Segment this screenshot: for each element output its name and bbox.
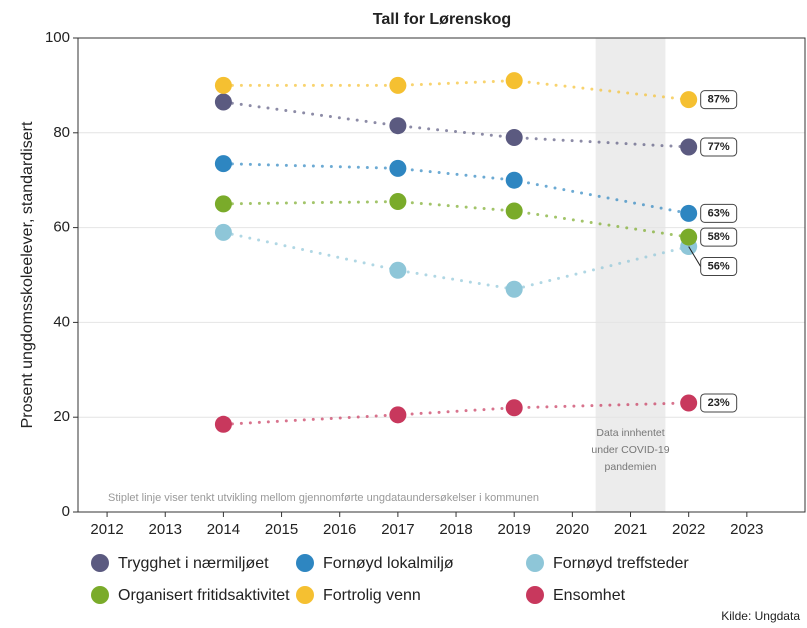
series-line [221,162,691,215]
data-point [389,261,407,279]
label-box [700,203,738,223]
label-box [700,137,738,157]
y-tick-label: 60 [53,219,70,236]
series-line [221,200,691,239]
data-point [389,117,407,135]
data-point [505,129,523,147]
value-label: 77% [708,141,730,153]
label-box [700,393,738,413]
x-tick-label: 2015 [265,521,298,538]
data-point [214,93,232,111]
y-axis-label: Prosent ungdomsskoleelever, standardiser… [19,121,36,428]
data-point [505,202,523,220]
label-leader [688,246,702,267]
value-label: 87% [708,94,730,106]
shade-label: Data innhentet [596,427,664,439]
legend-swatch [526,554,544,572]
legend-label: Fornøyd lokalmiljø [323,555,454,572]
legend-swatch [91,554,109,572]
data-point [389,76,407,94]
source: Kilde: Ungdata [721,609,800,623]
x-tick-label: 2013 [149,521,182,538]
x-tick-label: 2012 [90,521,123,538]
series-line [221,79,691,102]
x-tick-label: 2021 [614,521,647,538]
value-label: 63% [708,207,730,219]
data-point [505,280,523,298]
data-point [214,155,232,173]
legend-swatch [526,586,544,604]
data-point [214,223,232,241]
y-tick-label: 40 [53,313,70,330]
legend-label: Fortrolig venn [323,587,421,604]
x-tick-label: 2022 [672,521,705,538]
data-point [505,171,523,189]
shade-label: pandemien [605,461,657,473]
data-point [214,415,232,433]
series-line [221,401,691,426]
shade-label: under COVID-19 [591,444,669,456]
x-tick-label: 2019 [498,521,531,538]
x-tick-label: 2018 [439,521,472,538]
data-point [214,76,232,94]
x-tick-label: 2017 [381,521,414,538]
legend-label: Fornøyd treffsteder [553,555,689,572]
chart-title: Tall for Lørenskog [373,11,511,28]
value-label: 23% [708,397,730,409]
note: Stiplet linje viser tenkt utvikling mell… [108,492,539,504]
x-tick-label: 2014 [207,521,240,538]
data-point [389,406,407,424]
legend-label: Trygghet i nærmiljøet [118,555,269,572]
label-box [700,227,738,247]
legend-label: Organisert fritidsaktivitet [118,587,290,604]
legend-label: Ensomhet [553,587,626,604]
data-point [680,138,698,156]
data-point [680,204,698,222]
plot-frame [77,37,806,513]
data-point [680,91,698,109]
legend-swatch [91,586,109,604]
data-point [214,195,232,213]
data-point [680,228,698,246]
label-box [700,90,738,110]
value-label: 58% [708,231,730,243]
x-tick-label: 2016 [323,521,356,538]
series-line [221,100,691,149]
legend-swatch [296,586,314,604]
series-line [221,230,691,291]
y-tick-label: 20 [53,408,70,425]
y-tick-label: 80 [53,124,70,141]
data-point [505,399,523,417]
x-tick-label: 2023 [730,521,763,538]
data-point [389,159,407,177]
x-tick-label: 2020 [556,521,589,538]
data-point [389,193,407,211]
data-point [680,394,698,412]
covid-shade [595,38,666,512]
y-tick-label: 0 [62,503,70,520]
data-point [505,72,523,90]
legend-swatch [296,554,314,572]
y-tick-label: 100 [45,29,70,46]
label-box [700,257,738,277]
value-label: 56% [708,260,730,272]
